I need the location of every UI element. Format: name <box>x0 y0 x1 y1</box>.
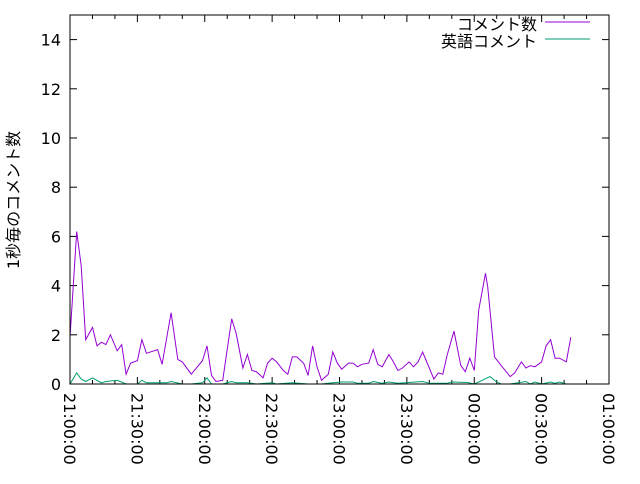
series-lines <box>69 231 572 385</box>
x-tick-label: 22:00:00 <box>195 393 214 465</box>
y-tick-label: 10 <box>41 129 61 148</box>
y-tick-label: 12 <box>41 80 61 99</box>
series-line-0 <box>69 231 572 383</box>
x-tick-label: 23:30:00 <box>397 393 416 465</box>
y-tick-label: 8 <box>51 178 61 197</box>
x-tick-label: 22:30:00 <box>262 393 281 465</box>
x-tick-label: 23:00:00 <box>330 393 349 465</box>
y-tick-label: 4 <box>51 277 61 296</box>
legend-label: コメント数 <box>457 15 537 34</box>
y-tick-label: 2 <box>51 326 61 345</box>
x-tick-label: 01:00:00 <box>599 393 618 465</box>
x-tick-label: 00:00:00 <box>464 393 483 465</box>
x-tick-label: 00:30:00 <box>532 393 551 465</box>
axis-ticks: 0 2 4 6 8 10 12 14 21:00:00 21:30:00 22:00:00 22:30… <box>41 15 618 465</box>
y-tick-label: 0 <box>51 375 61 394</box>
y-axis-label: 1秒毎のコメント数 <box>4 131 23 269</box>
x-tick-label: 21:30:00 <box>127 393 146 465</box>
x-tick-label: 21:00:00 <box>60 393 79 465</box>
plot-border <box>69 14 610 385</box>
y-tick-label: 14 <box>41 31 61 50</box>
series-line-1 <box>69 371 567 385</box>
y-tick-label: 6 <box>51 227 61 246</box>
legend-label: 英語コメント <box>441 32 537 51</box>
